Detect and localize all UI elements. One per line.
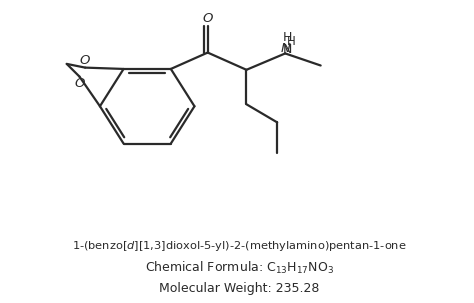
Text: 1-(benzo[$d$][1,3]dioxol-5-yl)-2-(methylamino)pentan-1-one: 1-(benzo[$d$][1,3]dioxol-5-yl)-2-(methyl… — [72, 239, 407, 253]
Text: O: O — [202, 12, 213, 25]
Text: N: N — [280, 42, 290, 55]
Text: O: O — [74, 77, 85, 90]
Text: O: O — [80, 54, 91, 67]
Text: H: H — [286, 35, 295, 48]
Text: H
N: H N — [283, 32, 292, 56]
Text: Chemical Formula: C$_{13}$H$_{17}$NO$_{3}$: Chemical Formula: C$_{13}$H$_{17}$NO$_{3… — [145, 260, 334, 276]
Text: Molecular Weight: 235.28: Molecular Weight: 235.28 — [159, 282, 319, 295]
